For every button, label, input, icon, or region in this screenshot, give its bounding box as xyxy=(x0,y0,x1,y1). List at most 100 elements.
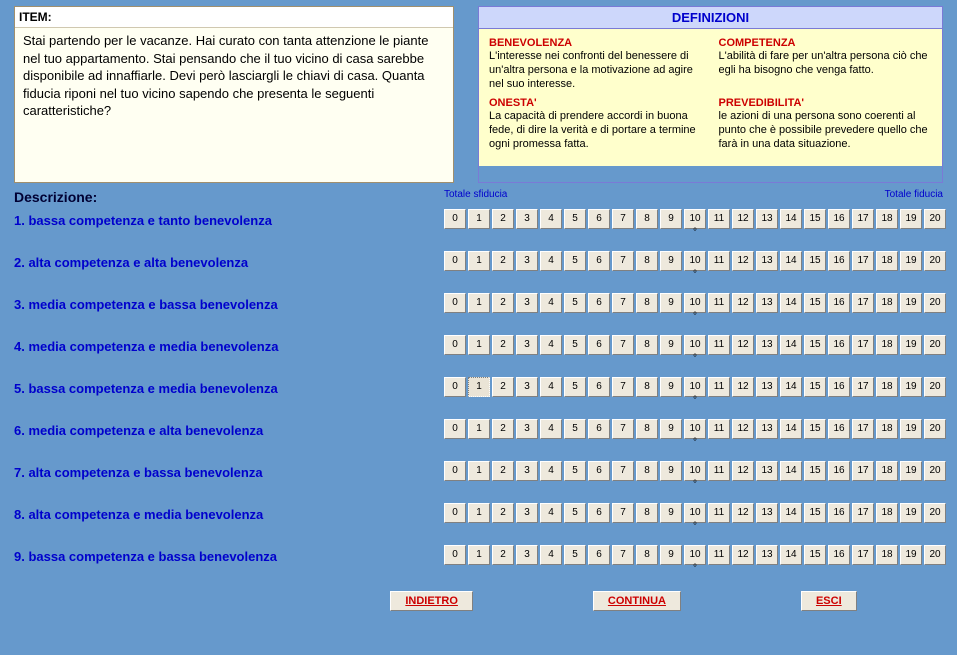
rating-button-15[interactable]: 15 xyxy=(804,209,826,229)
rating-button-3[interactable]: 3 xyxy=(516,209,538,229)
rating-button-20[interactable]: 20 xyxy=(924,335,946,355)
rating-button-19[interactable]: 19 xyxy=(900,251,922,271)
rating-button-5[interactable]: 5 xyxy=(564,503,586,523)
rating-button-12[interactable]: 12 xyxy=(732,461,754,481)
rating-button-1[interactable]: 1 xyxy=(468,545,490,565)
rating-button-3[interactable]: 3 xyxy=(516,335,538,355)
rating-button-18[interactable]: 18 xyxy=(876,545,898,565)
rating-button-6[interactable]: 6 xyxy=(588,503,610,523)
rating-button-17[interactable]: 17 xyxy=(852,209,874,229)
rating-button-19[interactable]: 19 xyxy=(900,335,922,355)
rating-button-5[interactable]: 5 xyxy=(564,335,586,355)
rating-button-3[interactable]: 3 xyxy=(516,503,538,523)
rating-button-8[interactable]: 8 xyxy=(636,377,658,397)
rating-button-15[interactable]: 15 xyxy=(804,461,826,481)
rating-button-17[interactable]: 17 xyxy=(852,545,874,565)
rating-button-18[interactable]: 18 xyxy=(876,251,898,271)
rating-button-0[interactable]: 0 xyxy=(444,377,466,397)
rating-button-7[interactable]: 7 xyxy=(612,209,634,229)
rating-button-2[interactable]: 2 xyxy=(492,209,514,229)
rating-button-3[interactable]: 3 xyxy=(516,545,538,565)
rating-button-6[interactable]: 6 xyxy=(588,419,610,439)
rating-button-19[interactable]: 19 xyxy=(900,377,922,397)
rating-button-1[interactable]: 1 xyxy=(468,335,490,355)
rating-button-9[interactable]: 9 xyxy=(660,251,682,271)
rating-button-10[interactable]: 10 xyxy=(684,377,706,397)
rating-button-18[interactable]: 18 xyxy=(876,419,898,439)
rating-button-18[interactable]: 18 xyxy=(876,461,898,481)
rating-button-2[interactable]: 2 xyxy=(492,335,514,355)
rating-button-7[interactable]: 7 xyxy=(612,461,634,481)
rating-button-17[interactable]: 17 xyxy=(852,461,874,481)
rating-button-11[interactable]: 11 xyxy=(708,209,730,229)
rating-button-2[interactable]: 2 xyxy=(492,377,514,397)
rating-button-20[interactable]: 20 xyxy=(924,377,946,397)
rating-button-15[interactable]: 15 xyxy=(804,293,826,313)
rating-button-5[interactable]: 5 xyxy=(564,293,586,313)
rating-button-16[interactable]: 16 xyxy=(828,461,850,481)
rating-button-16[interactable]: 16 xyxy=(828,209,850,229)
rating-button-17[interactable]: 17 xyxy=(852,293,874,313)
rating-button-8[interactable]: 8 xyxy=(636,419,658,439)
rating-button-3[interactable]: 3 xyxy=(516,419,538,439)
rating-button-12[interactable]: 12 xyxy=(732,377,754,397)
rating-button-7[interactable]: 7 xyxy=(612,251,634,271)
rating-button-19[interactable]: 19 xyxy=(900,419,922,439)
rating-button-20[interactable]: 20 xyxy=(924,545,946,565)
rating-button-7[interactable]: 7 xyxy=(612,335,634,355)
rating-button-4[interactable]: 4 xyxy=(540,335,562,355)
rating-button-19[interactable]: 19 xyxy=(900,209,922,229)
rating-button-10[interactable]: 10 xyxy=(684,545,706,565)
rating-button-0[interactable]: 0 xyxy=(444,335,466,355)
rating-button-13[interactable]: 13 xyxy=(756,251,778,271)
rating-button-20[interactable]: 20 xyxy=(924,419,946,439)
rating-button-11[interactable]: 11 xyxy=(708,377,730,397)
rating-button-0[interactable]: 0 xyxy=(444,503,466,523)
rating-button-8[interactable]: 8 xyxy=(636,293,658,313)
rating-button-9[interactable]: 9 xyxy=(660,293,682,313)
rating-button-9[interactable]: 9 xyxy=(660,377,682,397)
rating-button-10[interactable]: 10 xyxy=(684,419,706,439)
rating-button-9[interactable]: 9 xyxy=(660,503,682,523)
rating-button-7[interactable]: 7 xyxy=(612,545,634,565)
rating-button-20[interactable]: 20 xyxy=(924,503,946,523)
rating-button-8[interactable]: 8 xyxy=(636,545,658,565)
rating-button-2[interactable]: 2 xyxy=(492,461,514,481)
rating-button-4[interactable]: 4 xyxy=(540,461,562,481)
rating-button-13[interactable]: 13 xyxy=(756,503,778,523)
rating-button-16[interactable]: 16 xyxy=(828,335,850,355)
rating-button-14[interactable]: 14 xyxy=(780,377,802,397)
rating-button-2[interactable]: 2 xyxy=(492,419,514,439)
rating-button-1[interactable]: 1 xyxy=(468,461,490,481)
rating-button-19[interactable]: 19 xyxy=(900,503,922,523)
rating-button-14[interactable]: 14 xyxy=(780,209,802,229)
rating-button-1[interactable]: 1 xyxy=(468,377,490,397)
rating-button-11[interactable]: 11 xyxy=(708,419,730,439)
rating-button-12[interactable]: 12 xyxy=(732,419,754,439)
rating-button-9[interactable]: 9 xyxy=(660,335,682,355)
rating-button-14[interactable]: 14 xyxy=(780,335,802,355)
rating-button-11[interactable]: 11 xyxy=(708,335,730,355)
rating-button-16[interactable]: 16 xyxy=(828,377,850,397)
rating-button-5[interactable]: 5 xyxy=(564,251,586,271)
rating-button-11[interactable]: 11 xyxy=(708,251,730,271)
rating-button-11[interactable]: 11 xyxy=(708,545,730,565)
rating-button-0[interactable]: 0 xyxy=(444,293,466,313)
rating-button-18[interactable]: 18 xyxy=(876,503,898,523)
rating-button-19[interactable]: 19 xyxy=(900,461,922,481)
rating-button-5[interactable]: 5 xyxy=(564,209,586,229)
rating-button-20[interactable]: 20 xyxy=(924,461,946,481)
rating-button-13[interactable]: 13 xyxy=(756,419,778,439)
rating-button-20[interactable]: 20 xyxy=(924,209,946,229)
rating-button-12[interactable]: 12 xyxy=(732,503,754,523)
rating-button-11[interactable]: 11 xyxy=(708,293,730,313)
rating-button-15[interactable]: 15 xyxy=(804,335,826,355)
rating-button-17[interactable]: 17 xyxy=(852,503,874,523)
rating-button-9[interactable]: 9 xyxy=(660,545,682,565)
rating-button-18[interactable]: 18 xyxy=(876,377,898,397)
rating-button-0[interactable]: 0 xyxy=(444,251,466,271)
rating-button-15[interactable]: 15 xyxy=(804,503,826,523)
rating-button-10[interactable]: 10 xyxy=(684,293,706,313)
rating-button-12[interactable]: 12 xyxy=(732,293,754,313)
rating-button-4[interactable]: 4 xyxy=(540,251,562,271)
